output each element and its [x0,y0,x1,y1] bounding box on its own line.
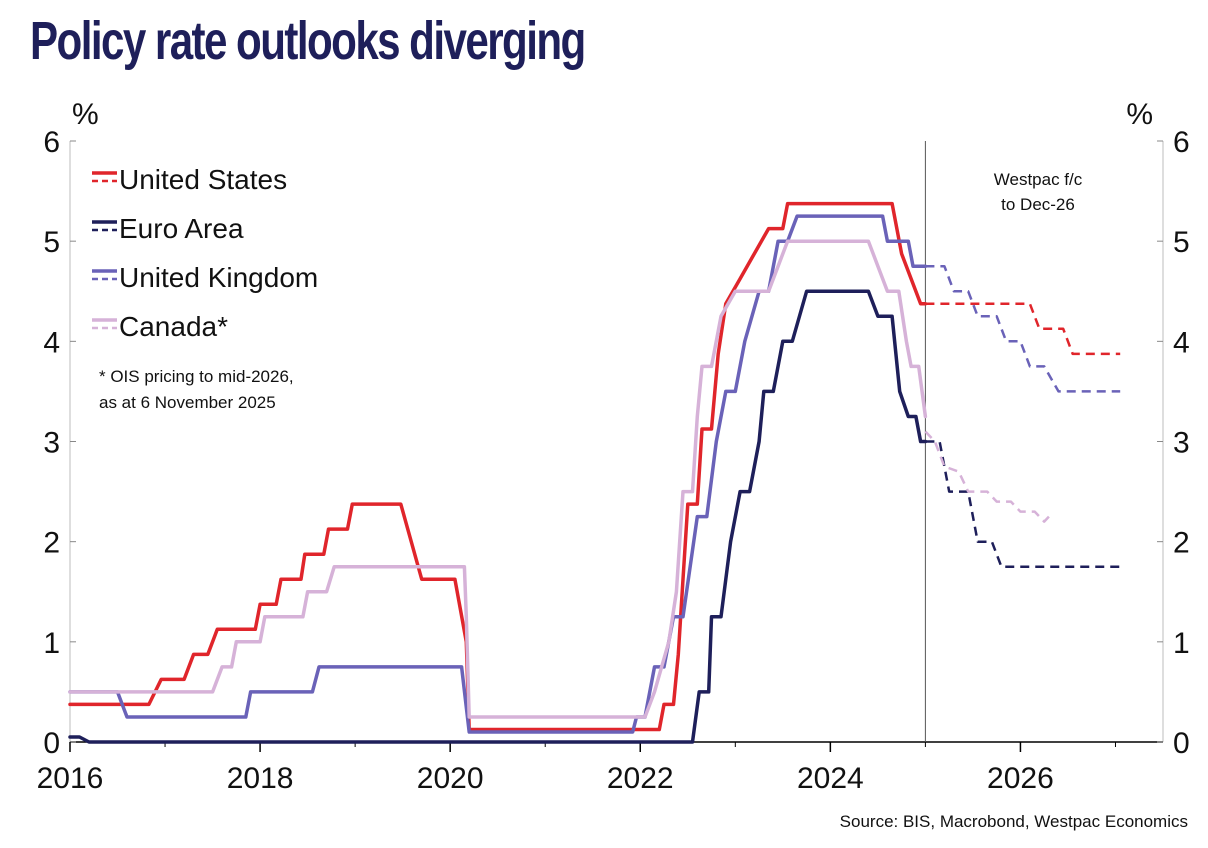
y-tick-label-left: 6 [43,126,60,159]
series-forecast-canada [924,430,1050,523]
series-forecast-united-states [925,302,1121,356]
y-unit-right: % [1126,98,1153,131]
series-line-canada [68,239,928,719]
x-tick-label: 2024 [797,762,864,795]
y-tick-label-right: 4 [1173,326,1190,359]
x-tick-label: 2016 [37,762,104,795]
y-tick-label-right: 3 [1173,427,1190,460]
chart-title: Policy rate outlooks diverging [30,11,586,71]
legend-label-canada: Canada* [119,311,228,342]
x-tick-label: 2026 [987,762,1054,795]
y-tick-label-right: 0 [1173,727,1190,760]
y-tick-label-left: 5 [43,226,60,259]
y-tick-label-right: 2 [1173,527,1190,560]
footnote-line: as at 6 November 2025 [99,393,276,412]
y-unit-left: % [72,98,99,131]
legend-label-euro-area: Euro Area [119,213,244,244]
y-tick-label-right: 5 [1173,226,1190,259]
series-line-euro-area [68,289,928,744]
y-tick-label-right: 6 [1173,126,1190,159]
y-tick-label-left: 4 [43,326,60,359]
y-tick-label-left: 1 [43,627,60,660]
x-tick-label: 2020 [417,762,484,795]
source-note: Source: BIS, Macrobond, Westpac Economic… [840,812,1188,831]
series-line-united-states [68,201,928,732]
forecast-annotation: to Dec-26 [1001,195,1075,214]
y-tick-label-right: 1 [1173,627,1190,660]
series-forecast-euro-area [925,440,1121,568]
x-tick-label: 2018 [227,762,294,795]
series-line-united-kingdom [68,214,928,734]
legend-label-united-states: United States [119,164,287,195]
y-tick-label-left: 3 [43,427,60,460]
series-forecast-united-kingdom [925,264,1121,393]
y-tick-label-left: 2 [43,527,60,560]
legend-label-united-kingdom: United Kingdom [119,262,318,293]
footnote-line: * OIS pricing to mid-2026, [99,367,294,386]
y-tick-label-left: 0 [43,727,60,760]
x-tick-label: 2022 [607,762,674,795]
forecast-annotation: Westpac f/c [994,170,1083,189]
